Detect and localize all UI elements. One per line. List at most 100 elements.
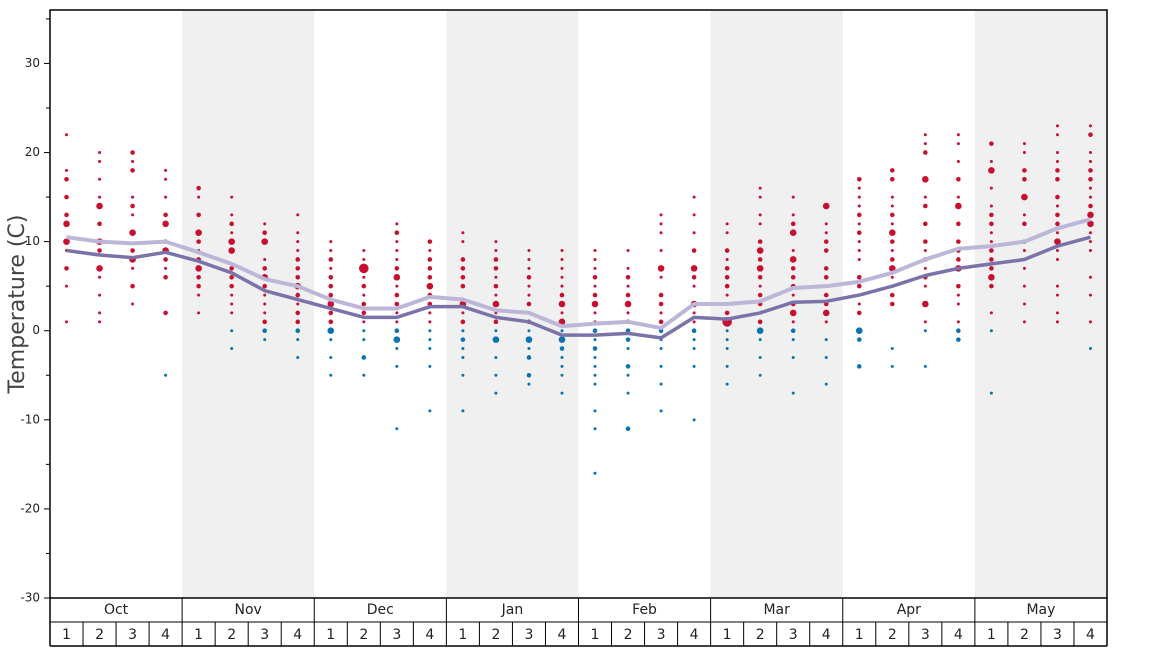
week-label: 4: [558, 627, 567, 643]
temperature-dot: [626, 311, 630, 315]
temperature-dot: [164, 195, 168, 199]
temperature-dot: [956, 239, 961, 244]
temperature-dot: [395, 320, 399, 324]
temperature-dot: [1055, 320, 1059, 324]
temperature-dot: [856, 230, 862, 236]
y-tick-label: 30: [25, 56, 40, 70]
temperature-dot: [329, 266, 333, 270]
temperature-dot: [230, 231, 234, 235]
temperature-dot: [131, 213, 135, 217]
temperature-dot: [327, 327, 335, 335]
temperature-dot: [163, 212, 168, 218]
temperature-dot: [526, 274, 532, 280]
temperature-dot: [328, 319, 334, 325]
temperature-dot: [1022, 284, 1026, 288]
temperature-dot: [527, 284, 531, 288]
temperature-dot: [824, 231, 828, 235]
temperature-dot: [358, 263, 369, 274]
temperature-dot: [393, 336, 401, 343]
temperature-dot: [824, 355, 828, 359]
temperature-dot: [196, 274, 201, 280]
temperature-dot: [98, 275, 102, 279]
temperature-dot: [691, 328, 697, 334]
temperature-dot: [395, 257, 399, 261]
temperature-dot: [922, 300, 929, 308]
temperature-dot: [659, 347, 663, 351]
month-band: [974, 10, 1107, 598]
temperature-dot: [1055, 249, 1059, 253]
temperature-dot: [725, 338, 729, 342]
temperature-dot: [558, 300, 566, 308]
temperature-dot: [362, 293, 366, 297]
temperature-dot: [923, 203, 928, 209]
temperature-dot: [988, 167, 995, 174]
temperature-dot: [692, 195, 696, 199]
temperature-dot: [460, 283, 466, 289]
temperature-dot: [593, 311, 597, 315]
temperature-dot: [1055, 124, 1059, 128]
temperature-dot: [263, 257, 267, 261]
temperature-dot: [196, 239, 201, 244]
temperature-dot: [295, 292, 301, 298]
temperature-dot: [394, 301, 400, 307]
temperature-dot: [559, 292, 565, 298]
temperature-dot: [394, 292, 400, 298]
temperature-dot: [658, 301, 664, 307]
temperature-dot: [263, 222, 267, 226]
temperature-dot: [263, 338, 267, 342]
temperature-dot: [494, 373, 498, 377]
temperature-dot: [295, 319, 301, 325]
temperature-dot: [65, 284, 69, 288]
y-tick-label: -10: [20, 412, 40, 426]
temperature-dot: [164, 177, 168, 181]
temperature-dot: [65, 133, 69, 137]
temperature-dot: [626, 391, 630, 395]
temperature-dot: [361, 301, 367, 307]
temperature-dot: [296, 213, 300, 217]
y-tick-label: -20: [20, 501, 40, 515]
month-label: May: [1026, 602, 1055, 618]
temperature-dot: [756, 247, 764, 254]
week-label: 2: [95, 627, 104, 643]
temperature-dot: [362, 338, 366, 342]
temperature-dot: [296, 249, 300, 253]
temperature-dot: [593, 471, 597, 475]
temperature-dot: [658, 319, 664, 325]
temperature-dot: [230, 195, 234, 199]
temperature-dot: [889, 257, 895, 262]
temperature-dot: [626, 249, 630, 253]
week-label: 2: [888, 627, 897, 643]
temperature-dot: [98, 195, 102, 199]
temperature-dot: [822, 202, 830, 210]
temperature-dot: [989, 186, 993, 190]
temperature-dot: [1088, 231, 1092, 235]
temperature-dot: [923, 284, 927, 288]
temperature-dot: [956, 221, 961, 227]
temperature-dot: [593, 409, 597, 413]
temperature-dot: [395, 240, 399, 244]
temperature-dot: [591, 300, 599, 308]
temperature-dot: [956, 257, 961, 262]
temperature-dot: [890, 249, 894, 253]
temperature-dot: [725, 382, 729, 386]
temperature-dot: [560, 391, 564, 395]
temperature-dot: [560, 266, 564, 270]
temperature-dot: [1022, 151, 1026, 155]
temperature-dot: [63, 220, 70, 228]
temperature-dot: [790, 274, 796, 280]
temperature-dot: [494, 240, 498, 244]
temperature-dot: [989, 159, 993, 163]
y-tick-label: 20: [25, 145, 40, 159]
trend-line: [66, 217, 1092, 331]
temperature-dot: [856, 310, 862, 316]
temperature-dot: [394, 266, 400, 271]
temperature-dot: [97, 221, 102, 227]
temperature-dot: [461, 311, 465, 315]
month-label: Oct: [104, 602, 129, 618]
temperature-dot: [1022, 302, 1026, 306]
temperature-dot: [197, 293, 201, 297]
temperature-dot: [659, 311, 663, 315]
temperature-dot: [131, 302, 135, 306]
temperature-dot: [692, 347, 696, 351]
temperature-dot: [1055, 257, 1059, 261]
